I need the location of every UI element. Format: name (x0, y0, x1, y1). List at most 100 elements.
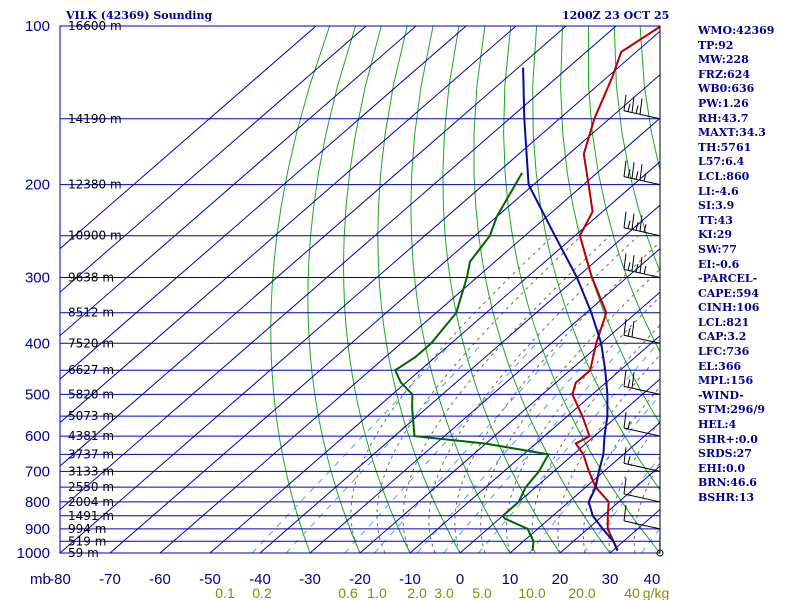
grid-clip (60, 26, 660, 553)
mixing-ratio-line (443, 342, 627, 553)
index-item: TP:92 (698, 38, 734, 52)
dry-adiabat (342, 26, 411, 553)
index-item: SW:77 (698, 242, 737, 256)
wind-barb (623, 504, 661, 530)
sounding-line (571, 26, 660, 552)
series-clip (393, 26, 660, 552)
temperature-tick-label: 40 (644, 571, 661, 588)
wind-barb (623, 253, 661, 278)
mixing-ratio-line (416, 342, 603, 553)
isotherm (60, 26, 367, 293)
wind-barb (623, 160, 661, 186)
pressure-tick-label: 1000 (17, 545, 50, 562)
dry-adiabat (307, 26, 361, 553)
pressure-tick-label: 400 (25, 335, 50, 352)
index-item: PW:1.26 (698, 96, 749, 110)
height-label: 5073 m (68, 409, 114, 423)
index-item: SHR+:0.0 (698, 432, 758, 446)
index-item: RH:43.7 (698, 111, 749, 125)
barb-flag (627, 420, 631, 430)
height-label: 10900 m (68, 229, 122, 243)
barb-staff (623, 520, 661, 530)
isotherm (60, 26, 567, 467)
temperature-tick-label: -20 (349, 571, 371, 588)
pressure-tick-label: 300 (25, 269, 50, 286)
barb-flag (627, 103, 631, 112)
wind-barb (623, 319, 661, 344)
index-item: -WIND- (698, 388, 744, 402)
isotherm (409, 334, 660, 553)
barb-staff (623, 385, 661, 395)
temperature-tick-label: -60 (149, 571, 171, 588)
sounding-line (522, 67, 619, 552)
barb-staff (623, 427, 661, 437)
height-label: 9638 m (68, 270, 114, 284)
isotherm (109, 74, 660, 553)
barb-flag (623, 477, 627, 494)
isotherm (359, 291, 660, 553)
mixing-ratio-label: 1.0 (367, 585, 387, 600)
pressure-tick-label: 900 (25, 521, 50, 538)
pressure-tick-label: 200 (25, 177, 50, 194)
isotherm (60, 26, 317, 250)
temperature-tick-label: -30 (299, 571, 321, 588)
plot-grid (59, 25, 661, 554)
height-label: 16600 m (68, 19, 122, 33)
moist-adiabat (402, 235, 611, 553)
barb-flag (631, 372, 635, 389)
barb-flag (643, 265, 647, 275)
temperature-tick-label: -80 (49, 571, 71, 588)
wind-barb (623, 211, 661, 237)
index-item: BRN:46.6 (698, 476, 757, 490)
index-item: STM:296/9 (698, 403, 765, 417)
isotherm (60, 26, 617, 511)
height-label: 14190 m (68, 112, 122, 126)
isotherm (459, 378, 660, 553)
barb-flag (639, 215, 643, 232)
calm-circle (656, 549, 664, 557)
temperature-tick-label: -50 (199, 571, 221, 588)
barb-flag (623, 319, 627, 336)
height-label: 2004 m (68, 495, 114, 509)
isotherm (60, 26, 517, 424)
barb-staff (623, 268, 661, 278)
mixing-ratio-label: 2.0 (407, 585, 427, 600)
isotherm (209, 161, 660, 553)
barb-staff (623, 334, 661, 344)
barb-flag (623, 447, 627, 464)
wind-barb (656, 549, 664, 557)
barb-flag (631, 321, 635, 338)
mixing-ratio-label: 3.0 (434, 585, 454, 600)
index-item: EHI:0.0 (698, 461, 746, 475)
isotherm (60, 30, 660, 553)
pressure-tick-label: 500 (25, 386, 50, 403)
mixing-ratio-label: 0.2 (252, 585, 272, 600)
height-label: 3737 m (68, 447, 114, 461)
mixing-ratio-line (374, 342, 564, 553)
index-item: EI:-0.6 (698, 257, 740, 271)
height-label: 59 m (68, 546, 99, 560)
pressure-tick-label: 700 (25, 463, 50, 480)
height-label: 5820 m (68, 387, 114, 401)
height-label: 7520 m (68, 336, 114, 350)
moist-adiabat (454, 241, 660, 553)
temperature-tick-label: -10 (399, 571, 421, 588)
pressure-tick-label: 800 (25, 494, 50, 511)
index-item: SRDS:27 (698, 447, 752, 461)
moist-adiabat (531, 324, 660, 553)
barb-flag (627, 456, 631, 465)
dry-adiabat (532, 26, 660, 491)
index-item: -PARCEL- (698, 272, 758, 286)
barb-flag (639, 164, 643, 181)
mixing-ratio-label: 20.0 (568, 585, 595, 600)
index-item: CINH:106 (698, 301, 760, 315)
barb-flag (639, 256, 643, 274)
pressure-tick-label: 600 (25, 428, 50, 445)
barb-flag (631, 162, 635, 179)
height-label: 3133 m (68, 464, 114, 478)
index-item: CAPE:594 (698, 286, 759, 300)
barb-staff (623, 176, 661, 186)
temperature-tick-label: -40 (249, 571, 271, 588)
mixing-ratio-label: 5.0 (472, 585, 492, 600)
barb-flag (631, 255, 635, 272)
